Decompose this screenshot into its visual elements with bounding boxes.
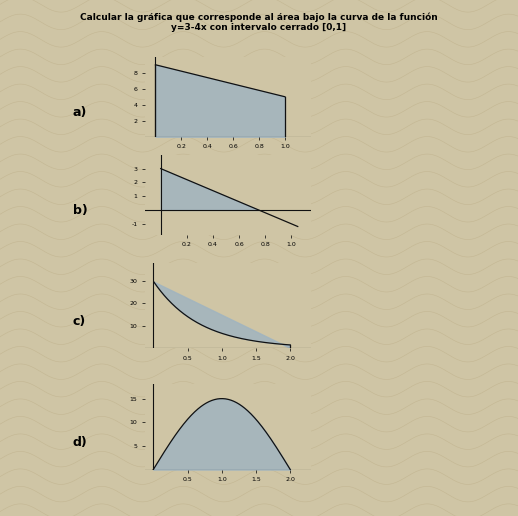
Text: b): b)	[73, 204, 87, 217]
Text: Calcular la gráfica que corresponde al área bajo la curva de la función: Calcular la gráfica que corresponde al á…	[80, 13, 438, 22]
Polygon shape	[154, 282, 290, 348]
Text: a): a)	[73, 106, 87, 119]
Text: d): d)	[73, 437, 87, 449]
Text: c): c)	[73, 315, 86, 328]
Text: y=3-4x con intervalo cerrado [0,1]: y=3-4x con intervalo cerrado [0,1]	[171, 23, 347, 32]
